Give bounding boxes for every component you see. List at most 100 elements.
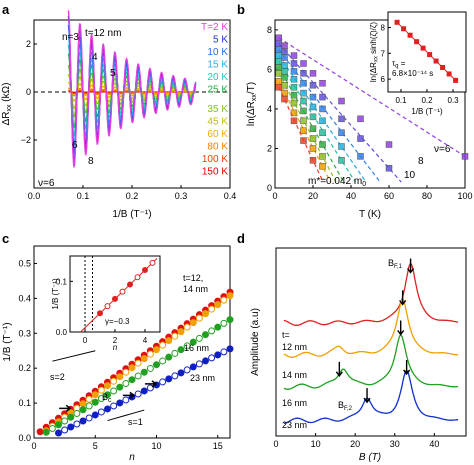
data-point: [122, 396, 130, 404]
y-tick-label: 0.1: [56, 277, 68, 286]
data-point: [110, 377, 118, 385]
data-point: [202, 357, 209, 365]
data-point: [226, 316, 234, 324]
data-point: [309, 145, 317, 152]
data-point: [202, 310, 209, 318]
inset-point: [414, 39, 420, 45]
data-point: [140, 355, 148, 363]
x-tick-label: 0.2: [421, 96, 433, 105]
peak-label-BF1: BF,1: [388, 258, 403, 270]
label-s2: s=2: [50, 372, 65, 382]
y-tick-label: 6: [381, 75, 386, 84]
panel-b-label: b: [237, 2, 245, 17]
data-point: [189, 363, 197, 371]
y-tick-label: 0.3: [18, 328, 31, 338]
amplitude-trace: [283, 334, 459, 390]
data-point: [319, 141, 326, 148]
data-point: [461, 153, 469, 160]
data-point: [146, 364, 154, 372]
data-point: [189, 319, 197, 327]
data-point: [357, 153, 364, 160]
data-point: [309, 93, 317, 101]
trace-label-14: 14 nm: [282, 370, 307, 380]
y-tick-label: 7: [381, 49, 386, 58]
legend-item: 15 K: [207, 60, 228, 71]
data-point: [220, 348, 228, 356]
data-point: [171, 372, 179, 380]
panel-a-legend: T=2 K 5 K10 K 15 K20 K 25 K 35 K 45 K60 K 80 K…: [201, 22, 228, 178]
inset-point: [394, 19, 400, 25]
legend-item: 45 K: [207, 117, 228, 128]
data-point: [61, 417, 69, 425]
inset-b-plot: 0.1 0.2 0.3 6 7 8: [381, 19, 459, 105]
nu6-label: ν=6: [38, 178, 55, 189]
y-tick-label: −2: [21, 135, 31, 145]
data-point: [338, 129, 345, 136]
data-point: [110, 387, 118, 395]
data-point: [165, 375, 173, 383]
data-point: [290, 52, 298, 59]
data-point: [171, 349, 179, 357]
fit-line: [278, 61, 356, 183]
data-point: [165, 353, 173, 361]
panel-a-title: t=12 nm: [85, 28, 121, 39]
x-tick-label: 15: [213, 441, 223, 451]
arrow-icon: [397, 320, 405, 336]
label-14nm: 14 nm: [183, 284, 208, 294]
data-point: [159, 357, 167, 365]
data-point: [195, 360, 203, 368]
data-point: [300, 127, 307, 134]
peak-label-4: 4: [92, 52, 98, 63]
x-tick-label: 20: [350, 439, 360, 449]
s2-line: [52, 350, 96, 362]
arrow-icon: [59, 404, 72, 412]
data-point: [319, 79, 326, 87]
data-point: [67, 413, 75, 421]
data-point: [309, 135, 317, 142]
inset-point: [420, 45, 426, 51]
label-s1: s=1: [128, 417, 143, 427]
arrow-icon: [399, 290, 407, 306]
panel-c-inset: 1/B (T⁻¹) n 0 2 4 0.0 0.1 γ=−0.3: [51, 255, 161, 352]
y-tick-label: 0.4: [18, 293, 31, 303]
x-tick-label: 0: [31, 441, 36, 451]
data-point: [385, 164, 393, 172]
x-tick-label: 100: [457, 191, 472, 201]
amplitude-trace: [283, 370, 459, 424]
line-label-10: 10: [404, 170, 416, 181]
legend-item: 150 K: [202, 167, 228, 178]
arrow-icon: [403, 359, 411, 376]
legend-item: T=2 K: [201, 22, 228, 33]
trace-label-23: 23 nm: [282, 420, 307, 430]
y-tick-label: 4: [267, 104, 272, 114]
data-point: [357, 135, 364, 142]
data-point: [159, 378, 167, 386]
data-point: [214, 351, 222, 359]
amplitude-trace: [283, 262, 459, 326]
panel-d: d Amplitude (a.u) B (T) 0 10 20 30 40 t= 12 …: [237, 231, 467, 463]
x-tick-label: 0.3: [175, 191, 188, 201]
legend-item: 20 K: [207, 72, 228, 83]
data-point: [171, 332, 179, 340]
data-point: [122, 379, 130, 387]
data-point: [153, 346, 160, 354]
label-23nm: 23 nm: [190, 373, 215, 383]
data-point: [290, 117, 298, 125]
data-point: [146, 350, 154, 358]
data-point: [128, 376, 136, 384]
x-tick-label: 40: [429, 439, 439, 449]
x-tick-label: 20: [308, 191, 318, 201]
panel-d-xlabel: B (T): [359, 452, 381, 463]
inset-c-plot: 0 2 4 0.0 0.1: [56, 256, 158, 345]
data-point: [85, 395, 93, 403]
data-point: [159, 341, 167, 349]
x-tick-label: 0.3: [447, 96, 459, 105]
peak-label-5: 5: [110, 68, 116, 79]
data-point: [290, 60, 298, 67]
x-tick-label: 10: [311, 439, 321, 449]
data-point: [275, 70, 283, 77]
inset-point: [127, 281, 133, 288]
inset-point: [119, 288, 126, 295]
arrow-icon: [144, 380, 158, 388]
y-tick-label: 0.5: [18, 258, 31, 268]
